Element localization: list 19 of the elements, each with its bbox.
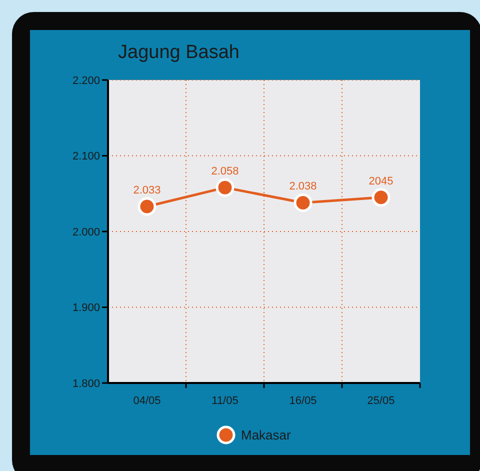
y-tick-label: 2.100 <box>72 150 100 163</box>
y-tick-label: 2.000 <box>72 226 100 238</box>
y-tick-label: 1.800 <box>72 378 100 390</box>
data-label: 2.038 <box>289 180 317 193</box>
data-label: 2.033 <box>133 184 161 197</box>
x-tick-label: 25/05 <box>367 395 395 407</box>
chart-title: Jagung Basah <box>118 42 240 63</box>
point <box>294 193 312 212</box>
x-tick-label: 11/05 <box>212 395 238 407</box>
legend-label: Makasar <box>241 428 292 443</box>
x-tick-label: 16/05 <box>289 395 317 407</box>
y-tick-label: 1.900 <box>72 302 100 314</box>
point <box>138 197 156 216</box>
data-label: 2045 <box>368 175 394 188</box>
point <box>372 188 390 207</box>
data-label: 2.058 <box>211 166 239 178</box>
x-tick-label: 04/05 <box>133 395 161 407</box>
point <box>216 178 234 197</box>
y-tick-label: 2.200 <box>72 74 100 87</box>
